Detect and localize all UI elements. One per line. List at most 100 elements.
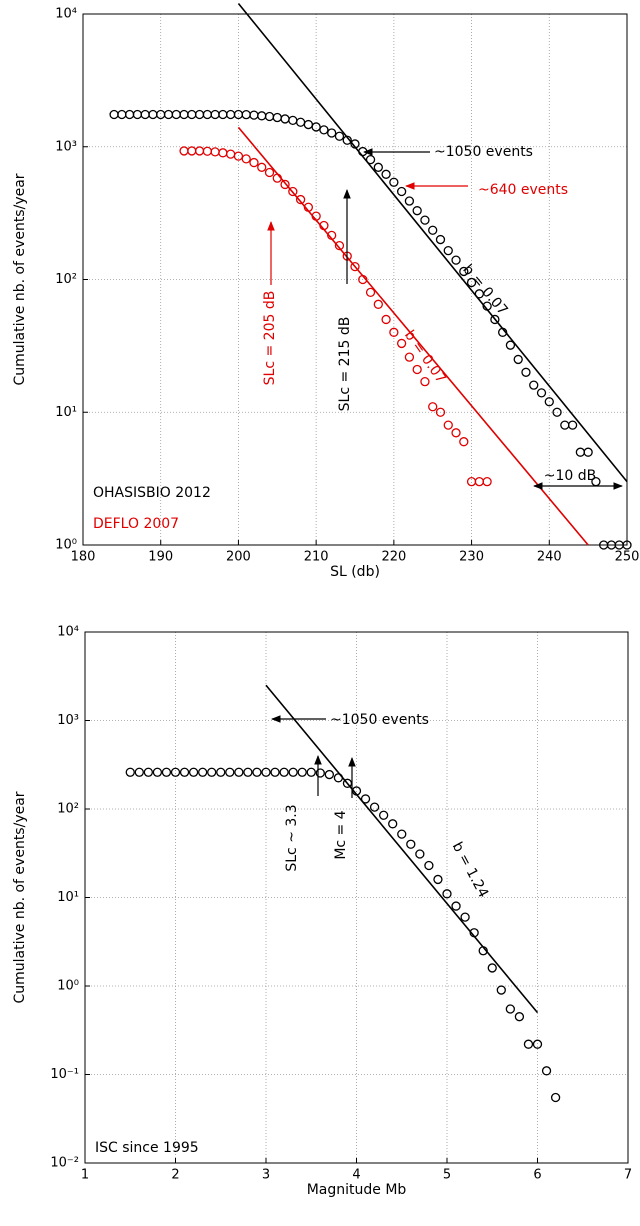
data-point — [420, 215, 430, 225]
data-point — [334, 131, 345, 141]
data-point — [360, 794, 371, 804]
y-axis-label: Cumulative nb. of events/year — [12, 791, 28, 1003]
data-point — [536, 388, 547, 398]
legend-label: ISC since 1995 — [95, 1140, 199, 1156]
data-point — [412, 206, 422, 216]
data-point — [396, 338, 407, 349]
x-axis-label: Magnitude Mb — [307, 1182, 407, 1198]
data-point — [311, 211, 321, 221]
y-tick-label: 10⁴ — [57, 625, 79, 640]
data-point — [280, 179, 290, 190]
data-point — [443, 245, 453, 256]
y-tick-label: 10² — [55, 272, 77, 287]
data-point — [389, 327, 399, 337]
data-point — [381, 314, 391, 325]
data-point — [369, 802, 380, 812]
x-tick-label: 3 — [262, 1168, 270, 1183]
data-point — [498, 327, 508, 337]
x-tick-label: 6 — [533, 1168, 541, 1183]
data-point — [406, 839, 416, 849]
y-tick-label: 10⁻² — [50, 1156, 79, 1171]
x-tick-label: 2 — [171, 1168, 179, 1183]
data-point — [496, 985, 506, 995]
legend-label: DEFLO 2007 — [93, 516, 179, 532]
annotation: SLc = 205 dB — [262, 291, 278, 386]
data-point — [435, 407, 446, 417]
data-point — [550, 1092, 561, 1103]
data-point — [134, 767, 144, 777]
data-point — [257, 162, 267, 172]
data-point — [381, 169, 391, 179]
x-tick-label: 250 — [615, 550, 640, 565]
data-point — [523, 1039, 534, 1049]
data-point — [315, 768, 325, 778]
data-point — [428, 402, 438, 412]
data-point — [225, 767, 235, 777]
data-point — [442, 889, 452, 899]
data-point — [179, 767, 190, 777]
data-point — [207, 767, 217, 777]
annotation: SLc = 215 dB — [337, 317, 353, 412]
data-point — [396, 186, 407, 197]
data-point — [478, 946, 488, 956]
x-tick-label: 220 — [381, 550, 406, 565]
data-point — [482, 477, 492, 487]
data-point — [373, 162, 383, 172]
data-point — [306, 767, 316, 777]
data-point — [272, 173, 282, 183]
y-tick-label: 10⁰ — [57, 979, 79, 994]
data-point — [288, 186, 298, 197]
data-point — [459, 437, 469, 447]
data-point — [552, 407, 562, 417]
annotation: ~1050 events — [434, 144, 533, 160]
data-point — [170, 767, 181, 777]
annotation: ~640 events — [478, 182, 568, 198]
data-point — [319, 125, 329, 135]
data-point — [459, 266, 469, 277]
y-tick-label: 10⁴ — [55, 7, 77, 22]
data-point — [388, 819, 398, 829]
chart: 1 2 3 4 5 6 7 10⁻² 10⁻¹ 10⁰ 10¹ 10² 10³ 10⁴ Magnitude … — [12, 625, 632, 1199]
data-point — [264, 167, 275, 178]
y-tick-label: 10² — [57, 802, 79, 817]
data-point — [622, 540, 632, 550]
data-point — [303, 202, 314, 212]
data-point — [143, 767, 154, 777]
data-point — [541, 1066, 552, 1076]
data-point — [279, 767, 289, 777]
data-point — [327, 128, 337, 138]
data-point — [412, 364, 422, 375]
annotation: Mc = 4 — [333, 810, 349, 859]
data-point — [249, 157, 259, 168]
y-tick-label: 10³ — [57, 713, 79, 728]
data-point — [521, 367, 531, 377]
data-point — [295, 194, 306, 205]
y-tick-label: 10³ — [55, 139, 77, 154]
data-point — [389, 177, 399, 187]
data-point — [514, 1012, 525, 1022]
data-point — [482, 301, 492, 311]
x-tick-label: 230 — [459, 550, 484, 565]
data-point — [487, 963, 497, 973]
data-point — [435, 234, 446, 245]
data-point — [404, 196, 415, 206]
data-point — [428, 225, 438, 235]
data-point — [373, 299, 383, 309]
data-point — [324, 769, 335, 780]
data-point — [505, 340, 516, 350]
data-point — [342, 135, 352, 145]
data-point — [567, 420, 578, 430]
y-tick-label: 10⁻¹ — [50, 1067, 79, 1082]
x-tick-label: 4 — [352, 1168, 360, 1183]
x-tick-label: 210 — [304, 550, 329, 565]
data-point — [451, 255, 461, 265]
data-point — [327, 230, 337, 241]
x-tick-label: 240 — [537, 550, 562, 565]
chart: 180 190 200 210 220 230 240 250 10⁰ 10¹ 10² 10³ 10⁴ S… — [12, 2, 640, 580]
data-point — [161, 767, 172, 777]
data-point — [529, 380, 539, 390]
data-point — [334, 240, 345, 251]
data-point — [333, 773, 344, 783]
data-point — [233, 151, 244, 161]
data-point — [460, 912, 470, 922]
